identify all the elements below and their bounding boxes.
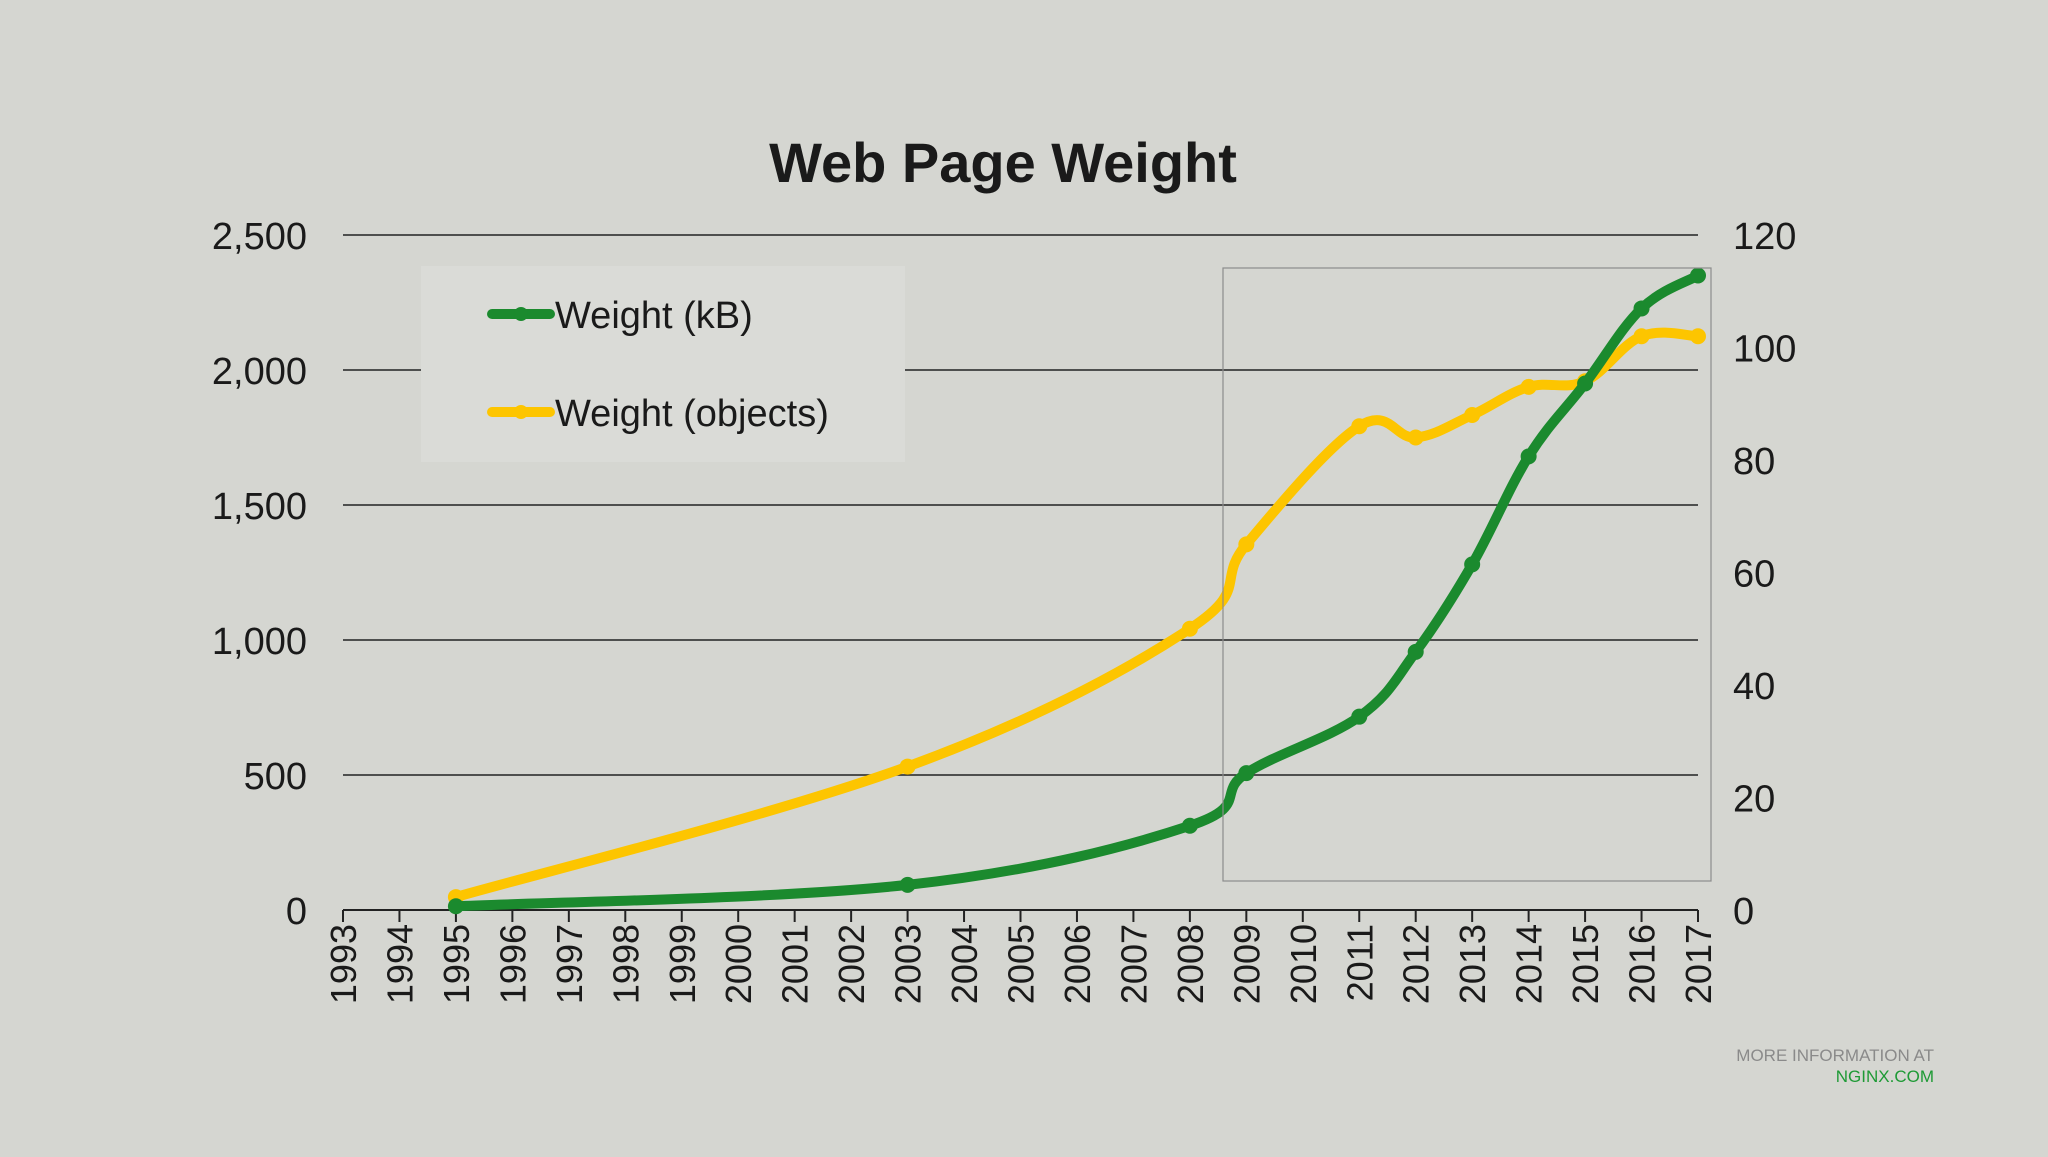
data-point-weight-objects	[1407, 429, 1424, 446]
data-point-weight-objects	[1181, 620, 1198, 637]
data-point-weight-objects	[1238, 536, 1255, 553]
data-point-weight-kb	[1351, 708, 1368, 725]
data-point-weight-kb	[1520, 448, 1537, 465]
x-tick-label: 2000	[718, 924, 759, 1004]
y-right-tick-label: 120	[1733, 216, 1796, 258]
data-point-weight-objects	[1464, 407, 1481, 423]
x-tick-label: 2014	[1509, 924, 1550, 1004]
data-point-weight-objects	[1633, 328, 1650, 345]
legend-box	[421, 266, 905, 462]
data-point-weight-kb	[1633, 300, 1650, 317]
legend-label-weight-objects: Weight (objects)	[555, 393, 829, 435]
x-tick-label: 2012	[1396, 924, 1437, 1004]
data-point-weight-kb	[899, 876, 916, 893]
x-tick-label: 2017	[1678, 924, 1719, 1004]
x-tick-label: 1998	[605, 924, 646, 1004]
y-left-tick-label: 1,000	[212, 621, 307, 663]
legend-marker-weight-objects	[514, 405, 528, 419]
y-right-tick-label: 80	[1733, 441, 1775, 483]
y-right-tick-label: 100	[1733, 329, 1796, 371]
x-tick-label: 2008	[1170, 924, 1211, 1004]
y-left-tick-label: 0	[286, 891, 307, 933]
data-point-weight-kb	[1407, 643, 1424, 660]
x-tick-label: 2011	[1339, 924, 1380, 1001]
legend-label-weight-kb: Weight (kB)	[555, 295, 753, 337]
x-tick-label: 2006	[1057, 924, 1098, 1004]
x-tick-label: 2010	[1283, 924, 1324, 1004]
x-tick-label: 2005	[1001, 924, 1042, 1004]
y-left-tick-label: 500	[244, 756, 307, 798]
data-point-weight-kb	[447, 898, 464, 915]
data-point-weight-kb	[1690, 267, 1706, 284]
x-tick-label: 2004	[944, 924, 985, 1004]
y-left-tick-label: 1,500	[212, 486, 307, 528]
footer-link[interactable]: NGINX.COM	[1835, 1067, 1934, 1086]
x-tick-label: 2003	[888, 924, 929, 1004]
y-right-tick-label: 20	[1733, 779, 1775, 821]
y-right-tick-label: 60	[1733, 554, 1775, 596]
data-point-weight-objects	[899, 758, 916, 775]
footer-line-1: MORE INFORMATION AT	[1736, 1046, 1934, 1065]
footer: MORE INFORMATION AT NGINX.COM	[1736, 1045, 1934, 1087]
y-left-tick-label: 2,500	[212, 216, 307, 258]
x-tick-label: 2007	[1113, 924, 1154, 1004]
inset-frame	[1222, 267, 1712, 882]
y-left-tick-label: 2,000	[212, 351, 307, 393]
chart-title: Web Page Weight	[769, 131, 1237, 194]
legend-marker-weight-kb	[514, 307, 528, 321]
y-right-tick-label: 40	[1733, 666, 1775, 708]
legend: Weight (kB) Weight (objects)	[421, 266, 905, 462]
x-tick-label: 2016	[1622, 924, 1663, 1004]
data-point-weight-kb	[1577, 375, 1594, 392]
x-tick-label: 2009	[1226, 924, 1267, 1004]
x-tick-label: 1994	[379, 924, 420, 1004]
data-point-weight-kb	[1181, 817, 1198, 834]
data-point-weight-objects	[1520, 378, 1537, 395]
data-point-weight-objects	[1351, 418, 1368, 435]
data-point-weight-kb	[1464, 556, 1481, 573]
x-tick-label: 1993	[323, 924, 364, 1004]
x-tick-label: 2013	[1452, 924, 1493, 1004]
x-tick-label: 2002	[831, 924, 872, 1004]
y-right-tick-label: 0	[1733, 891, 1754, 933]
x-tick-label: 2001	[775, 924, 816, 1004]
x-tick-label: 1999	[662, 924, 703, 1004]
data-point-weight-kb	[1238, 765, 1255, 782]
x-tick-label: 1997	[549, 924, 590, 1004]
data-point-weight-objects	[1690, 328, 1706, 345]
x-tick-label: 1996	[492, 924, 533, 1004]
x-tick-label: 1995	[436, 924, 477, 1004]
x-tick-label: 2015	[1565, 924, 1606, 1004]
